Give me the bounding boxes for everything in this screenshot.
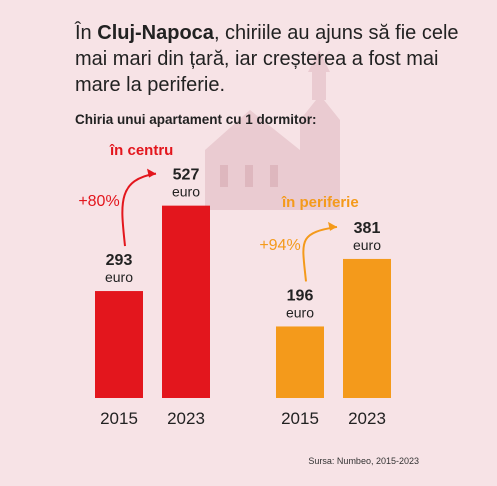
series-label-periferie: în periferie [281,194,359,211]
change-label-centru: +80% [78,193,119,210]
x-tick-periferie-2015: 2015 [281,409,319,428]
bar-centru-2023 [162,205,210,398]
value-label-centru-2023: 527 [173,167,200,184]
unit-label-centru-2015: euro [105,269,133,285]
bar-periferie-2015 [276,326,324,398]
unit-label-centru-2023: euro [172,184,200,200]
headline-city: Cluj-Napoca [97,22,214,44]
x-tick-centru-2015: 2015 [100,409,138,428]
church-watermark [205,50,340,210]
growth-arrowhead-periferie [328,221,337,231]
unit-label-periferie-2023: euro [353,237,381,253]
value-label-periferie-2023: 381 [354,220,381,237]
x-tick-centru-2023: 2023 [167,409,205,428]
value-label-periferie-2015: 196 [287,287,314,304]
source-note: Sursa: Numbeo, 2015-2023 [308,456,419,466]
bar-centru-2015 [95,291,143,398]
chart-subtitle: Chiria unui apartament cu 1 dormitor: [75,112,317,127]
unit-label-periferie-2015: euro [286,304,314,320]
change-label-periferie: +94% [259,237,300,254]
growth-arrowhead-centru [147,168,156,178]
headline: În Cluj-Napoca, chiriile au ajuns să fie… [75,22,459,96]
bar-periferie-2023 [343,258,391,398]
x-tick-periferie-2023: 2023 [348,409,386,428]
value-label-centru-2015: 293 [106,252,133,269]
growth-arrow-periferie [302,225,338,282]
growth-arrow-centru [121,172,157,247]
series-label-centru: în centru [109,142,173,159]
